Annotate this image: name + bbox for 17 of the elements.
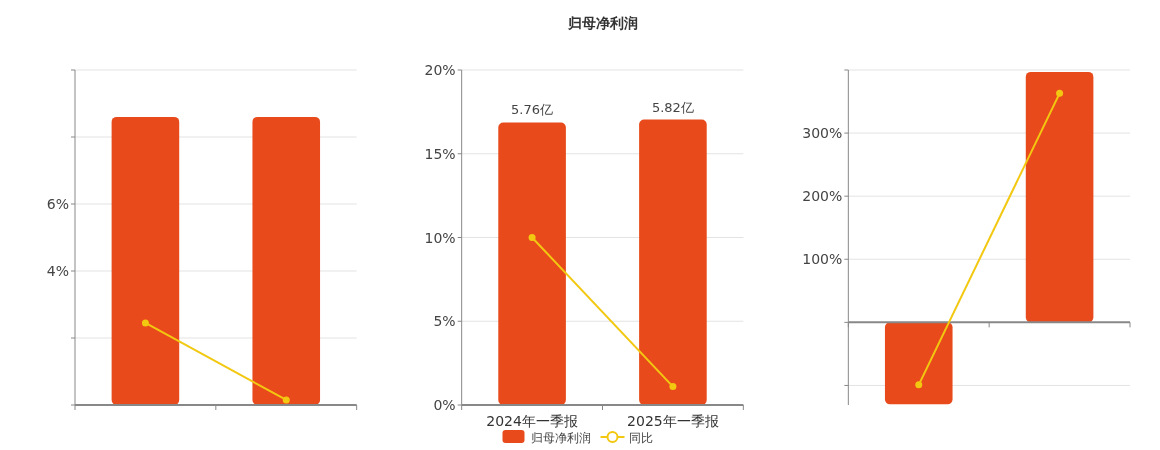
data-label: 5.76亿 [511,102,554,118]
y-tick-label: 6% [46,196,69,212]
y-tick-label: 20% [424,62,456,78]
legend-label: 同比 [628,431,653,445]
x-tick-label: 2025年一季报 [627,413,719,429]
legend-label: 归母净利润 [530,431,591,445]
y-tick-label: 5% [433,313,456,330]
y-tick-label: 0% [433,397,456,413]
y-tick-label: 10% [424,229,456,246]
chart-title: 归母净利润 [566,15,638,31]
y-tick-label: 4% [46,263,69,279]
y-tick-label: 200% [802,188,843,205]
y-tick-label: 300% [802,125,843,142]
x-tick-label: 2024年一季报 [486,413,578,429]
data-label: 5.82亿 [651,99,694,115]
y-tick-label: 15% [424,145,456,162]
y-tick-label: 100% [802,251,843,268]
